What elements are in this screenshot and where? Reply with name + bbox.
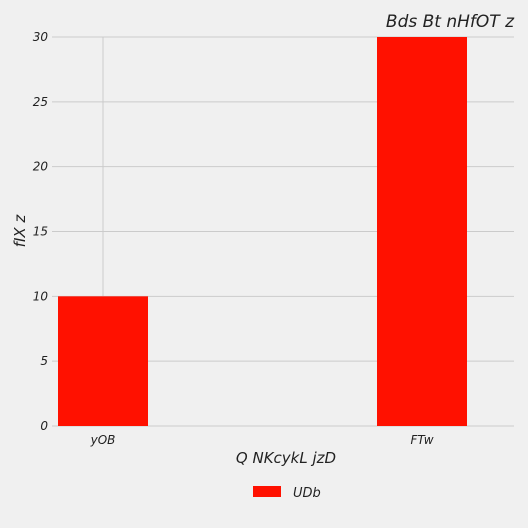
bar-FTw	[377, 37, 467, 426]
x-axis-label: Q NKcykL jzD	[236, 449, 336, 467]
y-axis-ticks: 0 5 10 15 20 25 30	[33, 30, 49, 433]
y-tick-label: 30	[33, 30, 49, 44]
y-tick-label: 5	[40, 354, 48, 368]
legend-label: UDb	[293, 486, 321, 501]
legend-swatch	[253, 486, 281, 497]
x-tick-label: yOB	[90, 433, 116, 447]
y-tick-label: 0	[40, 419, 48, 433]
legend: UDb	[253, 486, 321, 501]
x-axis-ticks: yOB FTw	[90, 433, 434, 447]
y-tick-label: 15	[33, 225, 48, 239]
bars	[58, 37, 467, 426]
chart-title: Bds Bt nHfOT z	[386, 12, 515, 32]
y-tick-label: 25	[33, 95, 48, 109]
x-tick-label: FTw	[410, 433, 433, 447]
bar-yOB	[58, 296, 148, 426]
y-axis-label: fIX z	[11, 214, 29, 248]
y-tick-label: 20	[33, 160, 49, 174]
y-tick-label: 10	[33, 289, 49, 303]
